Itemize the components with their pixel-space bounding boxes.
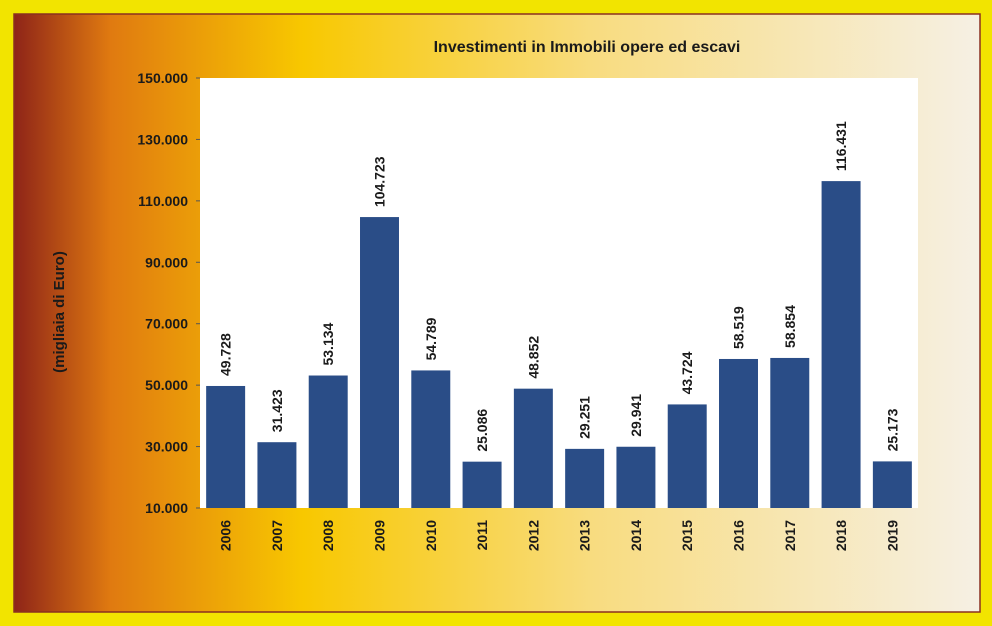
y-tick-label: 30.000 (145, 439, 188, 455)
value-label: 31.423 (269, 389, 285, 432)
y-tick-label: 90.000 (145, 254, 188, 270)
x-tick-label: 2010 (423, 520, 439, 551)
x-tick-label: 2016 (731, 520, 747, 551)
bar (513, 388, 553, 508)
y-tick-label: 110.000 (138, 193, 188, 209)
x-tick-label: 2015 (679, 520, 695, 551)
y-tick-label: 130.000 (137, 131, 188, 147)
y-tick-label: 70.000 (145, 316, 188, 332)
bar (206, 385, 246, 508)
x-tick-label: 2009 (372, 520, 388, 551)
bar (308, 375, 348, 508)
bar (872, 461, 912, 508)
x-tick-label: 2018 (833, 520, 849, 551)
value-label: 58.519 (731, 306, 747, 349)
value-label: 25.173 (884, 408, 900, 451)
x-tick-label: 2017 (782, 520, 798, 551)
value-label: 25.086 (474, 409, 490, 452)
plot-area (200, 78, 918, 508)
y-tick-label: 150.000 (137, 70, 188, 86)
x-tick-label: 2011 (474, 520, 490, 551)
bar (360, 217, 399, 509)
x-tick-label: 2008 (320, 520, 336, 551)
value-label: 29.251 (577, 396, 593, 439)
bar (821, 181, 861, 508)
x-tick-label: 2013 (577, 520, 593, 551)
bar (719, 358, 758, 508)
x-tick-label: 2007 (269, 520, 285, 551)
y-tick-label: 50.000 (145, 377, 188, 393)
value-label: 58.854 (782, 305, 798, 348)
x-tick-label: 2019 (884, 520, 900, 551)
bar (616, 446, 656, 508)
bar (411, 370, 451, 508)
y-axis-label: (migliaia di Euro) (51, 251, 68, 373)
x-tick-label: 2006 (218, 520, 234, 551)
bar (770, 357, 810, 508)
x-tick-label: 2012 (525, 520, 541, 551)
value-label: 29.941 (628, 394, 644, 437)
value-label: 49.728 (218, 333, 234, 376)
y-tick-label: 10.000 (145, 500, 188, 516)
bar (565, 448, 605, 508)
value-label: 48.852 (525, 336, 541, 379)
value-label: 43.724 (679, 351, 695, 394)
bar (462, 461, 502, 508)
bar (667, 404, 707, 508)
value-label: 104.723 (372, 156, 388, 207)
value-label: 54.789 (423, 317, 439, 360)
value-label: 53.134 (320, 322, 336, 365)
x-tick-label: 2014 (628, 520, 644, 551)
bar (257, 442, 297, 508)
value-label: 116.431 (833, 121, 849, 171)
chart-title: Investimenti in Immobili opere ed escavi (434, 39, 741, 56)
